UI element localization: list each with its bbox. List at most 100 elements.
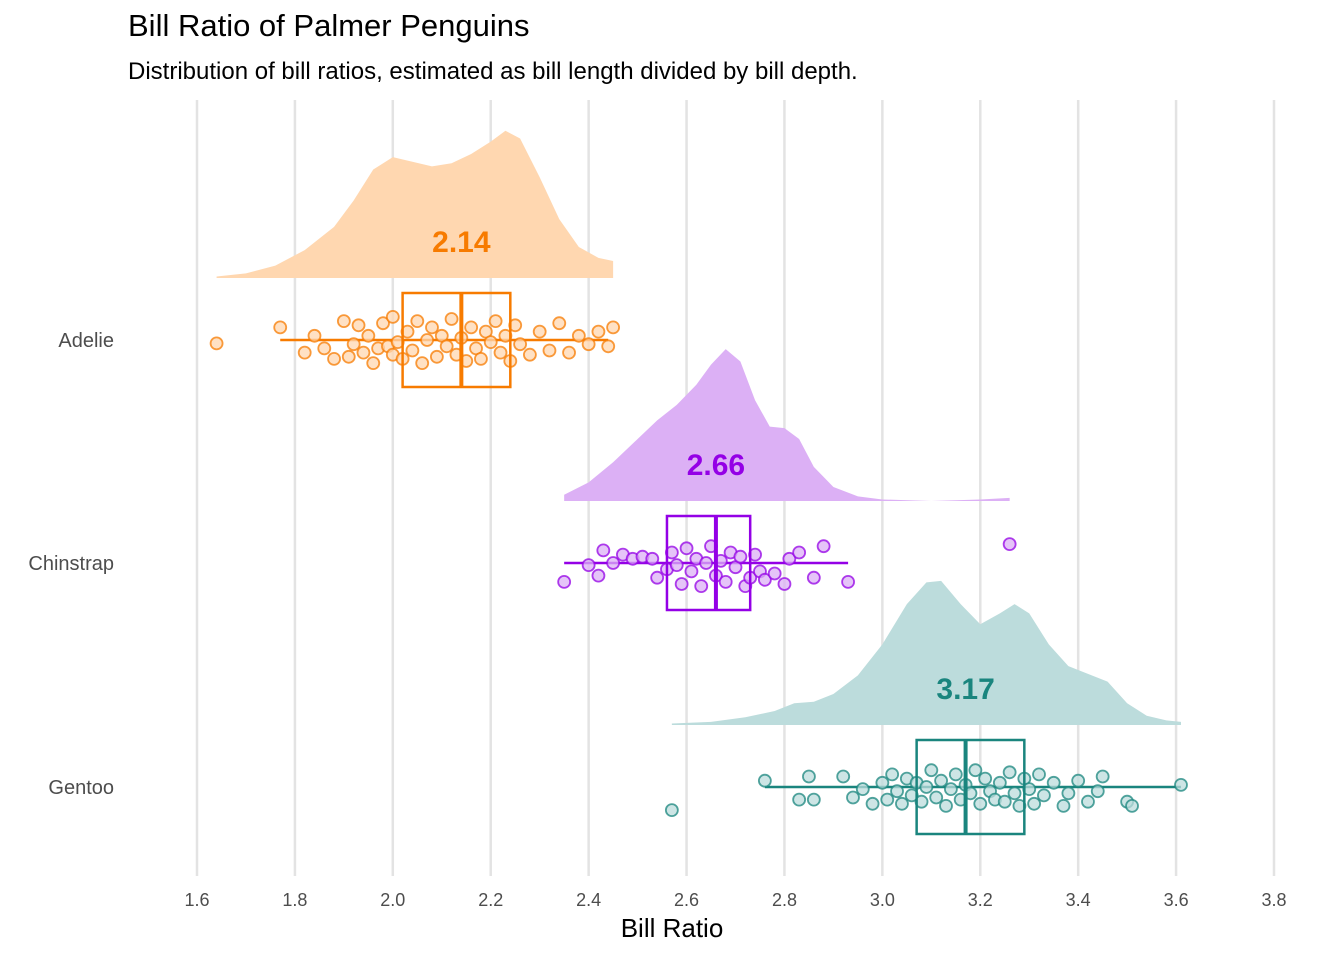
chart-subtitle: Distribution of bill ratios, estimated a… [128,58,858,85]
data-point [562,345,576,360]
x-tick-label: 2.4 [576,890,601,910]
data-point [875,775,890,790]
data-point [997,794,1012,809]
data-point [978,771,993,786]
box [401,291,512,389]
data-point [934,773,949,788]
data-point [846,790,860,805]
y-category-label: Gentoo [48,777,114,799]
data-point [1032,767,1046,782]
data-point [919,780,934,794]
data-point [297,345,312,360]
data-point [591,324,606,339]
data-point [1095,769,1110,784]
data-point [855,782,870,796]
x-tick-label: 3.0 [870,890,895,910]
data-point [606,556,621,570]
x-tick-label: 2.6 [674,890,699,910]
data-point [581,558,596,572]
data-point [880,792,895,807]
data-point [488,314,503,329]
data-point [522,347,537,362]
data-point [581,337,596,352]
data-point [464,320,479,335]
data-point [596,543,611,558]
x-tick-label: 3.2 [968,890,993,910]
data-point [684,564,699,579]
density-ridge [564,349,1010,501]
data-point [474,351,488,366]
data-point [1125,799,1139,813]
data-point [361,328,376,343]
data-point [1027,796,1042,811]
density-ridge [671,580,1181,725]
data-point [782,551,797,566]
data-point [924,763,939,778]
data-point [483,335,498,350]
data-point [513,337,527,352]
group-gentoo: 3.17 [664,580,1188,836]
box [665,514,752,612]
data-point [341,349,356,364]
median-label: 2.14 [432,226,491,259]
data-point [650,570,665,585]
data-point [410,314,425,329]
x-tick-label: 1.6 [184,890,209,910]
data-point [1002,765,1017,780]
data-point [1081,794,1095,809]
data-point [601,339,616,354]
data-point [606,320,621,335]
data-point [757,773,772,788]
data-point [420,333,434,347]
data-point [806,792,821,807]
x-tick-label: 2.0 [380,890,405,910]
data-point [1002,537,1017,551]
group-adelie: 2.14 [209,130,621,389]
data-point [425,320,439,335]
data-point [336,314,351,329]
data-point [356,345,371,360]
data-point [542,343,557,358]
data-point [792,792,807,807]
x-tick-label: 3.8 [1261,890,1286,910]
data-point [415,356,430,371]
data-point [444,312,459,326]
data-point [929,790,944,805]
data-point [552,316,567,331]
data-point [792,545,807,560]
data-point [346,337,361,352]
data-point [836,769,851,784]
x-axis-ticks: 1.6 1.8 2.0 2.2 2.4 2.6 2.8 3.0 3.2 3.4 3.6 3.8 [184,890,1286,910]
data-point [532,324,547,339]
y-axis-labels: Adelie Chinstrap Gentoo [28,330,114,799]
group-chinstrap: 2.66 [557,349,1017,612]
data-point [757,572,772,587]
data-point [674,577,689,591]
data-point [385,309,400,324]
data-point [699,556,714,570]
data-point [273,320,288,335]
data-point [376,316,390,331]
chart-title: Bill Ratio of Palmer Penguins [128,8,530,43]
data-point [1174,778,1188,792]
data-point [571,328,586,343]
data-point [1090,784,1105,799]
density-ridge [216,130,614,278]
x-tick-label: 3.6 [1164,890,1189,910]
data-point [865,796,880,811]
data-point [816,539,831,554]
data-point [890,784,904,799]
data-point [366,356,381,371]
x-tick-label: 2.2 [478,890,503,910]
data-point [973,796,988,811]
data-point [802,769,816,784]
x-tick-label: 1.8 [282,890,307,910]
data-point [968,763,983,778]
data-point [439,339,454,354]
data-point [944,782,958,796]
data-point [767,566,782,581]
data-point [733,549,748,564]
x-tick-label: 3.4 [1066,890,1091,910]
y-category-label: Adelie [58,330,114,352]
